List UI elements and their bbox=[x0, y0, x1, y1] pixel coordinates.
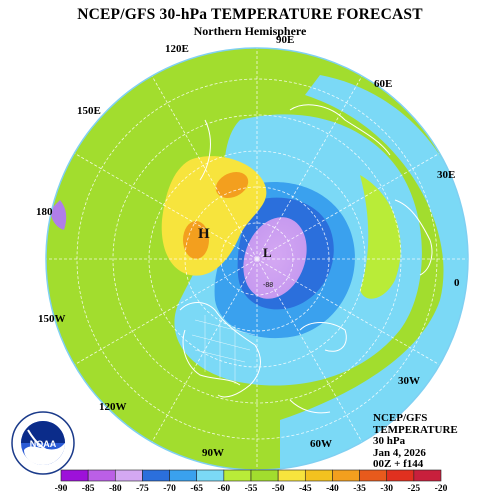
lon-label-90e: 90E bbox=[276, 34, 295, 46]
colorbar-tick-label: -70 bbox=[163, 484, 176, 494]
colorbar-tick-label: -80 bbox=[109, 484, 122, 494]
colorbar-tick-label: -30 bbox=[380, 484, 393, 494]
colorbar-swatch bbox=[169, 469, 198, 482]
lon-label-0: 0 bbox=[454, 277, 460, 289]
colorbar-tick-label: -50 bbox=[272, 484, 285, 494]
colorbar-swatch bbox=[142, 469, 170, 482]
noaa-logo-text: NOAA bbox=[30, 439, 57, 449]
chart-title: NCEP/GFS 30-hPa TEMPERATURE FORECAST bbox=[77, 6, 423, 23]
lon-label-30e: 30E bbox=[437, 169, 456, 181]
colorbar-tick-label: -85 bbox=[82, 484, 95, 494]
colorbar-swatch bbox=[223, 469, 252, 482]
chart-subtitle: Northern Hemisphere bbox=[193, 24, 307, 38]
info-line-variable: TEMPERATURE bbox=[373, 423, 458, 436]
meridian-lines bbox=[46, 48, 468, 470]
coastlines bbox=[179, 104, 433, 414]
warm-core-north bbox=[215, 171, 249, 199]
forecast-info: NCEP/GFS TEMPERATURE 30 hPa Jan 4, 2026 … bbox=[373, 412, 458, 471]
lon-label-60w: 60W bbox=[310, 438, 332, 450]
lon-label-120w: 120W bbox=[99, 401, 127, 413]
colorbar-tick-label: -45 bbox=[299, 484, 312, 494]
colorbar-swatch bbox=[413, 469, 442, 482]
colorbar-swatch bbox=[386, 469, 415, 482]
globe-outline bbox=[45, 47, 469, 470]
colorbar-swatch bbox=[359, 469, 388, 482]
lon-label-180: 180 bbox=[36, 206, 53, 218]
info-line-date: Jan 4, 2026 bbox=[373, 446, 426, 459]
colorbar-swatch bbox=[277, 469, 306, 482]
lon-label-90w: 90W bbox=[202, 447, 224, 459]
colorbar-tick-label: -55 bbox=[245, 484, 258, 494]
colorbar-swatch bbox=[114, 469, 143, 482]
colorbar-tick-label: -20 bbox=[435, 484, 448, 494]
colorbar-tick-label: -75 bbox=[136, 484, 149, 494]
lon-label-60e: 60E bbox=[374, 78, 393, 90]
lon-label-150e: 150E bbox=[77, 105, 101, 117]
colorbar-tick-label: -90 bbox=[55, 484, 68, 494]
colorbar-tick-label: -65 bbox=[190, 484, 203, 494]
high-pressure-label: H bbox=[198, 226, 210, 242]
info-line-model: NCEP/GFS bbox=[373, 412, 428, 424]
colorbar-tick-label: -60 bbox=[218, 484, 231, 494]
polar-temperature-map: H L -88 bbox=[45, 47, 469, 470]
colorbar-swatch bbox=[250, 469, 279, 482]
low-pressure-label: L bbox=[263, 245, 272, 260]
center-value-label: -88 bbox=[263, 282, 273, 289]
lon-label-120e: 120E bbox=[165, 43, 189, 55]
colorbar-tick-label: -40 bbox=[326, 484, 339, 494]
colorbar-swatch bbox=[332, 469, 360, 482]
colorbar-tick-label: -25 bbox=[408, 484, 421, 494]
warm-core-south bbox=[183, 221, 209, 259]
lon-label-30w: 30W bbox=[398, 375, 420, 387]
colorbar-swatch bbox=[304, 469, 333, 482]
noaa-logo: NOAA bbox=[11, 411, 75, 475]
state-boundaries bbox=[191, 315, 256, 384]
colorbar-swatch bbox=[196, 469, 225, 482]
info-line-level: 30 hPa bbox=[373, 435, 406, 447]
colorbar-tick-label: -35 bbox=[353, 484, 366, 494]
info-line-forecast-hour: 00Z + f144 bbox=[373, 458, 424, 470]
cold-core bbox=[243, 217, 307, 299]
colorbar-swatch bbox=[87, 469, 116, 482]
edge-cold-patch bbox=[50, 200, 67, 230]
outer-cool-band bbox=[280, 75, 468, 470]
moderate-band bbox=[360, 175, 401, 299]
lon-label-150w: 150W bbox=[38, 313, 66, 325]
